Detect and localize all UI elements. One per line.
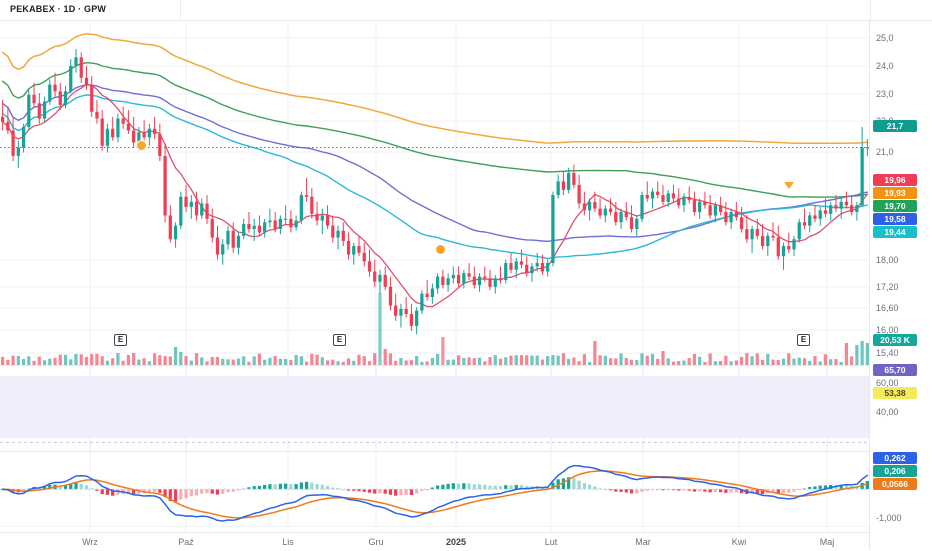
time-axis-label: Wrz: [82, 537, 98, 547]
scale-value-pill[interactable]: 21,7: [873, 120, 917, 132]
scale-value-pill[interactable]: 19,44: [873, 226, 917, 238]
scale-tick-label: 18,00: [876, 255, 899, 265]
scale-value-pill[interactable]: 20,53 K: [873, 334, 917, 346]
scale-tick-label: 40,00: [876, 407, 899, 417]
scale-tick-label: 15,40: [876, 348, 899, 358]
time-axis-label: Mar: [635, 537, 651, 547]
scale-value-pill[interactable]: 19,58: [873, 213, 917, 225]
price-panel[interactable]: [0, 20, 870, 365]
scale-tick-label: 21,0: [876, 147, 894, 157]
scale-value-pill[interactable]: 0,0566: [873, 478, 917, 490]
macd-chart-svg: [0, 452, 870, 532]
signal-dot-marker[interactable]: [435, 244, 446, 255]
time-axis-label: 2025: [445, 537, 467, 547]
panel-separator-2: [0, 451, 870, 452]
earnings-marker[interactable]: E: [333, 334, 346, 346]
scale-value-pill[interactable]: 65,70: [873, 364, 917, 376]
panel-separator-1: [0, 365, 870, 366]
page-title: PEKABEX · 1D · GPW: [10, 4, 107, 14]
earnings-marker[interactable]: E: [114, 334, 127, 346]
time-axis-label: Lut: [544, 537, 558, 547]
scale-tick-label: 16,60: [876, 303, 899, 313]
price-scale[interactable]: PLN 25,024,023,022,021,018,0017,2016,601…: [869, 0, 932, 550]
chart-header: PEKABEX · 1D · GPW: [0, 0, 932, 21]
scale-value-pill[interactable]: 0,206: [873, 465, 917, 477]
header-divider-1: [180, 0, 181, 20]
price-chart-svg: [0, 20, 870, 365]
scale-tick-label: -1,000: [876, 513, 902, 523]
scale-value-pill[interactable]: 0,262: [873, 452, 917, 464]
scale-value-pill[interactable]: 19,70: [873, 200, 917, 212]
macd-panel[interactable]: [0, 452, 870, 532]
signal-triangle-marker[interactable]: [784, 182, 794, 189]
time-axis-label: Kwi: [731, 537, 747, 547]
time-axis[interactable]: Wrz Paź Lis Gru 2025 Lut Mar Kwi Maj: [0, 532, 870, 551]
earnings-marker[interactable]: E: [797, 334, 810, 346]
scale-tick-label: 17,20: [876, 282, 899, 292]
scale-tick-label: 60,00: [876, 378, 899, 388]
time-axis-label: Maj: [819, 537, 835, 547]
scale-value-pill[interactable]: 19,93: [873, 187, 917, 199]
scale-tick-label: 16,00: [876, 325, 899, 335]
time-axis-label: Lis: [282, 537, 294, 547]
signal-dot-marker[interactable]: [136, 140, 147, 151]
scale-tick-label: 24,0: [876, 61, 894, 71]
time-axis-label: Gru: [368, 537, 384, 547]
scale-value-pill[interactable]: 19,96: [873, 174, 917, 186]
rsi-band: [0, 376, 870, 438]
scale-value-pill[interactable]: 53,38: [873, 387, 917, 399]
header-divider-2: [870, 0, 871, 20]
time-axis-label: Paź: [178, 537, 194, 547]
rsi-panel[interactable]: [0, 366, 870, 450]
scale-tick-label: 23,0: [876, 89, 894, 99]
scale-tick-label: 25,0: [876, 33, 894, 43]
